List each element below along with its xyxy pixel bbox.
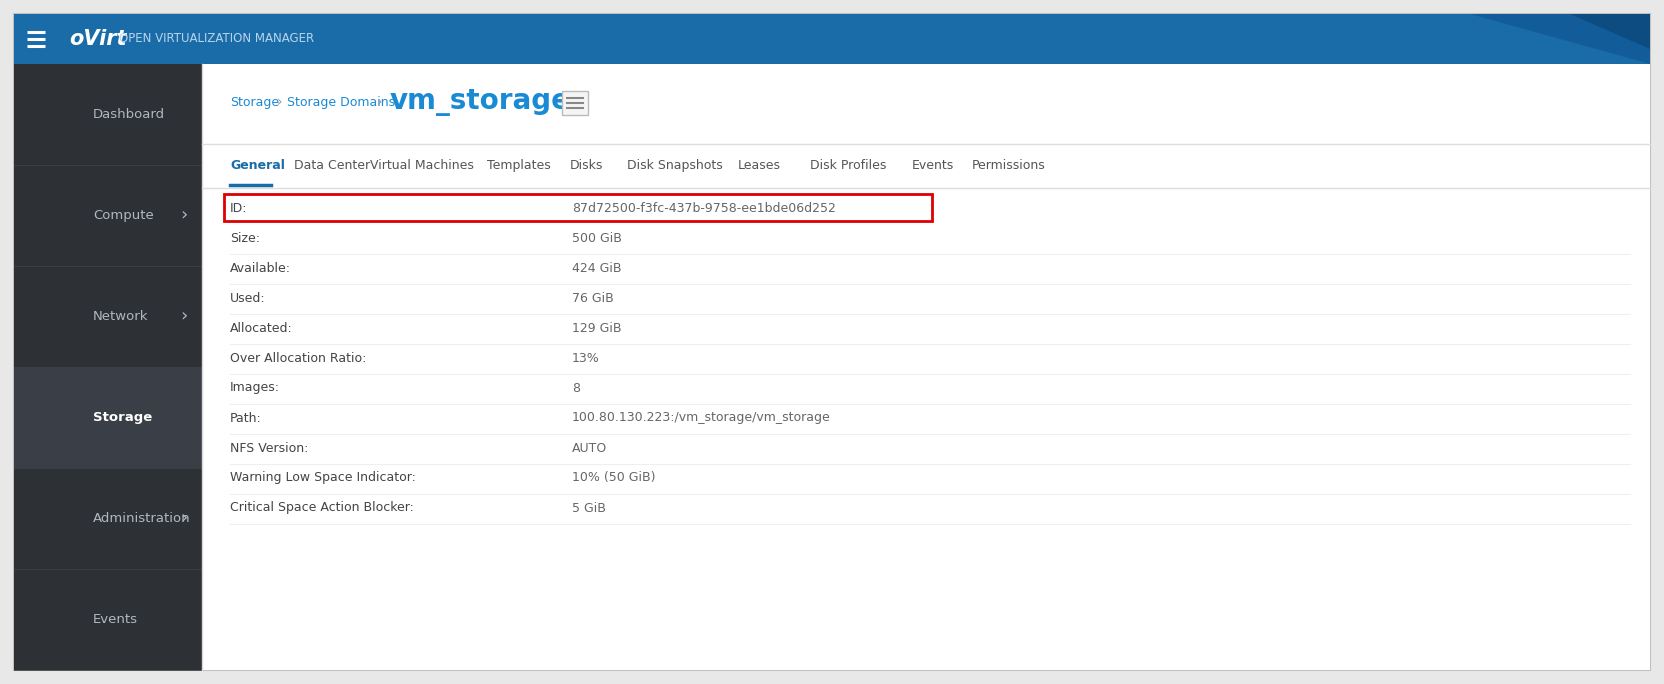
Polygon shape — [1469, 14, 1651, 64]
Text: 129 GiB: 129 GiB — [572, 321, 621, 334]
Text: Permissions: Permissions — [972, 159, 1045, 172]
Text: Templates: Templates — [488, 159, 551, 172]
Bar — [13, 64, 201, 670]
Bar — [13, 367, 201, 468]
Text: Events: Events — [93, 613, 138, 626]
Text: 13%: 13% — [572, 352, 599, 365]
Text: Virtual Machines: Virtual Machines — [369, 159, 474, 172]
Text: Used:: Used: — [230, 291, 266, 304]
Bar — [201, 64, 1651, 670]
Text: NFS Version:: NFS Version: — [230, 441, 308, 454]
Text: Dashboard: Dashboard — [93, 108, 165, 121]
Text: ›: › — [276, 95, 283, 109]
Text: Events: Events — [912, 159, 953, 172]
Text: Warning Low Space Indicator:: Warning Low Space Indicator: — [230, 471, 416, 484]
Text: oVirt: oVirt — [68, 29, 126, 49]
Text: Compute: Compute — [93, 209, 153, 222]
Text: 87d72500-f3fc-437b-9758-ee1bde06d252: 87d72500-f3fc-437b-9758-ee1bde06d252 — [572, 202, 835, 215]
Text: 100.80.130.223:/vm_storage/vm_storage: 100.80.130.223:/vm_storage/vm_storage — [572, 412, 830, 425]
Text: Storage Domains: Storage Domains — [286, 96, 394, 109]
Text: Available:: Available: — [230, 261, 291, 274]
Text: Storage: Storage — [93, 411, 151, 424]
Text: Images:: Images: — [230, 382, 280, 395]
Text: Critical Space Action Blocker:: Critical Space Action Blocker: — [230, 501, 414, 514]
Text: Path:: Path: — [230, 412, 261, 425]
Text: vm_storage: vm_storage — [389, 88, 571, 116]
Text: AUTO: AUTO — [572, 441, 607, 454]
Text: 424 GiB: 424 GiB — [572, 261, 621, 274]
Text: 500 GiB: 500 GiB — [572, 231, 622, 244]
Text: 10% (50 GiB): 10% (50 GiB) — [572, 471, 656, 484]
Text: Allocated:: Allocated: — [230, 321, 293, 334]
Text: OPEN VIRTUALIZATION MANAGER: OPEN VIRTUALIZATION MANAGER — [120, 33, 314, 46]
Text: 5 GiB: 5 GiB — [572, 501, 606, 514]
Bar — [562, 92, 587, 116]
Text: Over Allocation Ratio:: Over Allocation Ratio: — [230, 352, 366, 365]
Text: Size:: Size: — [230, 231, 260, 244]
Text: Network: Network — [93, 310, 148, 323]
Text: ID:: ID: — [230, 202, 248, 215]
Text: Disk Profiles: Disk Profiles — [810, 159, 887, 172]
Text: 8: 8 — [572, 382, 581, 395]
Text: ›: › — [180, 510, 188, 527]
Text: Disk Snapshots: Disk Snapshots — [627, 159, 722, 172]
Text: Leases: Leases — [739, 159, 780, 172]
Text: 76 GiB: 76 GiB — [572, 291, 614, 304]
Text: ›: › — [378, 95, 383, 109]
Text: Data Center: Data Center — [295, 159, 369, 172]
Text: ›: › — [180, 207, 188, 224]
Text: General: General — [230, 159, 285, 172]
Text: Disks: Disks — [571, 159, 604, 172]
Text: ›: › — [180, 308, 188, 326]
Text: Storage: Storage — [230, 96, 280, 109]
Bar — [225, 194, 932, 221]
Polygon shape — [1571, 14, 1651, 49]
Text: Administration: Administration — [93, 512, 191, 525]
Bar — [13, 14, 1651, 64]
